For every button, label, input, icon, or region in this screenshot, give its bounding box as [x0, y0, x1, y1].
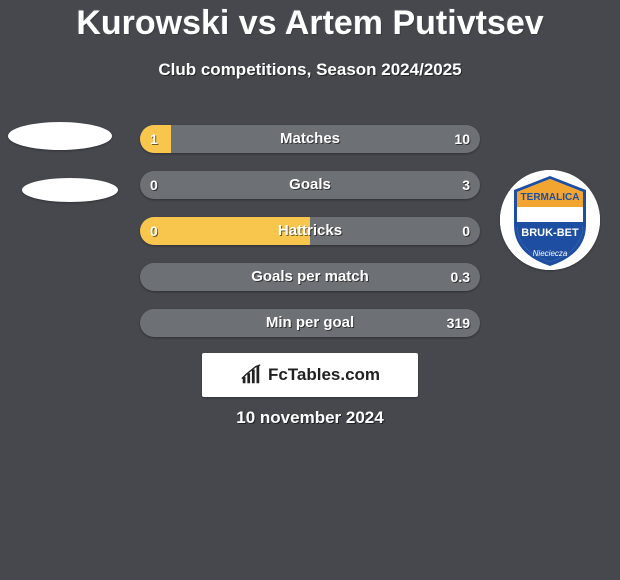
stat-value-left: 1 — [150, 125, 158, 153]
stat-label: Matches — [140, 125, 480, 153]
stat-row: Hattricks0 0 — [140, 217, 480, 245]
page-title: Kurowski vs Artem Putivtsev — [0, 4, 620, 43]
brand-box[interactable]: FcTables.com — [202, 353, 418, 397]
stat-rows-container: Matches110Goals03Hattricks00Goals per ma… — [140, 125, 480, 355]
stat-label: Min per goal — [140, 309, 480, 337]
stat-row: Min per goal319 — [140, 309, 480, 337]
stat-value-left: 0 — [150, 171, 158, 199]
stat-row: Goals0 3 — [140, 171, 480, 199]
generated-date: 10 november 2024 — [0, 408, 620, 428]
svg-text:Nieciecza: Nieciecza — [533, 249, 568, 258]
stat-row: Goals per match0.3 — [140, 263, 480, 291]
stat-label: Hattricks — [140, 217, 480, 245]
stat-value-left: 0 — [150, 217, 158, 245]
stat-value-right: 319 — [447, 309, 470, 337]
player-right-club-badge: TERMALICA BRUK-BET Nieciecza — [500, 170, 600, 270]
club-badge-svg: TERMALICA BRUK-BET Nieciecza — [500, 170, 600, 270]
svg-text:BRUK-BET: BRUK-BET — [521, 227, 579, 239]
stat-value-right: 10 — [454, 125, 470, 153]
svg-text:TERMALICA: TERMALICA — [521, 192, 580, 203]
stat-value-right: 0.3 — [451, 263, 470, 291]
comparison-infographic: Kurowski vs Artem Putivtsev Club competi… — [0, 0, 620, 580]
stat-row: Matches1 10 — [140, 125, 480, 153]
player-left-avatar-placeholder-2 — [22, 178, 118, 202]
page-subtitle: Club competitions, Season 2024/2025 — [0, 60, 620, 80]
player-left-avatar-placeholder-1 — [8, 122, 112, 150]
brand-text: FcTables.com — [268, 365, 380, 385]
stat-label: Goals — [140, 171, 480, 199]
stat-value-right: 0 — [462, 217, 470, 245]
stat-value-right: 3 — [462, 171, 470, 199]
stat-label: Goals per match — [140, 263, 480, 291]
bar-chart-icon — [240, 364, 262, 386]
